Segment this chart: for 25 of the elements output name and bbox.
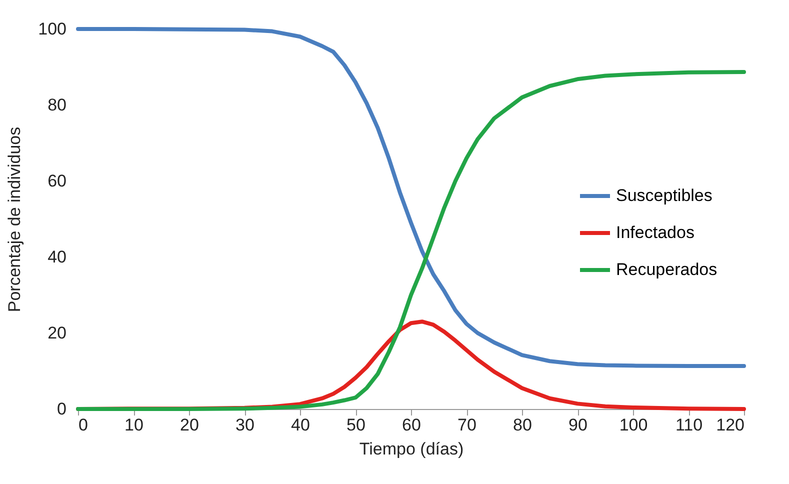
x-tick-label: 80 <box>513 416 532 434</box>
x-axis-title: Tiempo (días) <box>359 440 464 458</box>
legend-label: Susceptibles <box>616 186 712 205</box>
x-tick-label: 100 <box>619 416 648 434</box>
x-tick-label: 10 <box>124 416 144 434</box>
legend-label: Recuperados <box>616 260 718 279</box>
line-series <box>76 27 746 368</box>
y-axis-title: Porcentaje de individuos <box>5 126 24 312</box>
legend-label: Infectados <box>616 223 694 242</box>
y-tick-label: 40 <box>48 248 66 266</box>
y-tick-label: 20 <box>48 324 66 342</box>
y-tick-label: 80 <box>48 96 66 114</box>
y-tick-label: 100 <box>38 20 66 38</box>
x-tick-label: 20 <box>180 416 199 434</box>
x-tick-label: 60 <box>402 416 421 434</box>
x-tick-label: 30 <box>236 416 254 434</box>
x-tick-label: 110 <box>675 416 703 434</box>
x-tick-label: 70 <box>458 416 476 434</box>
y-tick-label: 60 <box>48 172 66 190</box>
x-tick-label: 0 <box>78 416 88 434</box>
x-tick-label: 50 <box>346 416 366 434</box>
x-tick-label: 40 <box>291 416 310 434</box>
x-tick-label: 90 <box>568 416 588 434</box>
y-tick-label: 0 <box>57 400 66 418</box>
x-tick-label: 120 <box>716 416 744 434</box>
